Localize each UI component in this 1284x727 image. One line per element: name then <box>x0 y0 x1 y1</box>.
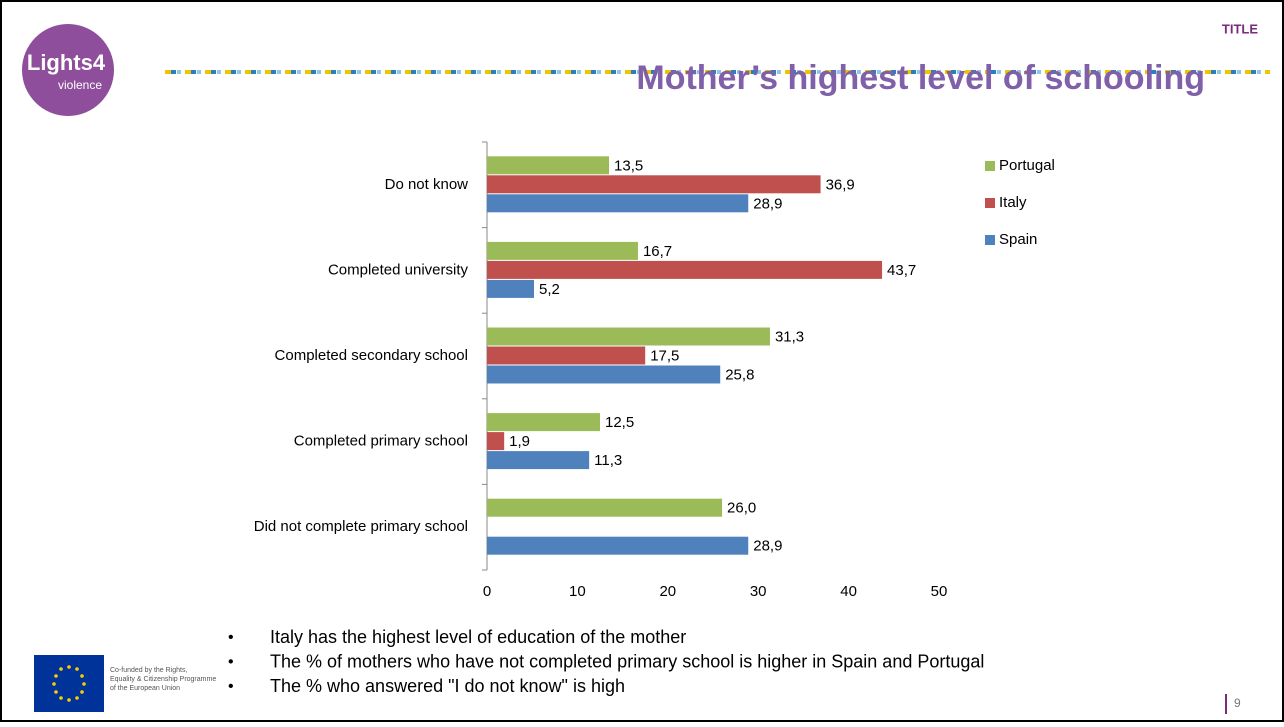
data-label: 26,0 <box>727 500 756 517</box>
bar <box>487 432 505 451</box>
data-label: 43,7 <box>887 262 916 279</box>
bar <box>487 279 535 298</box>
logo-text: Lights4 <box>27 50 106 75</box>
chart-title: Mother’s highest level of schooling <box>636 59 1205 97</box>
x-tick-label: 40 <box>840 583 857 600</box>
data-label: 12,5 <box>605 414 634 431</box>
bullet-dot: • <box>228 654 234 671</box>
x-tick-label: 10 <box>569 583 586 600</box>
x-tick-label: 50 <box>931 583 948 600</box>
eu-stars <box>52 665 86 702</box>
header-tag: TITLE <box>1222 21 1258 36</box>
data-label: 28,9 <box>753 195 782 212</box>
eu-flag <box>34 655 104 712</box>
bar <box>487 536 749 555</box>
y-tick-label: Did not complete primary school <box>254 518 468 535</box>
bar <box>487 327 770 346</box>
data-label: 25,8 <box>725 366 754 383</box>
bullet-text: Italy has the highest level of education… <box>270 627 686 647</box>
bullet-dot: • <box>228 629 234 646</box>
bar <box>487 413 600 432</box>
bullet-text: The % of mothers who have not completed … <box>270 651 984 671</box>
legend-label: Spain <box>999 231 1037 248</box>
data-label: 11,3 <box>594 452 622 469</box>
x-tick-label: 30 <box>750 583 767 600</box>
y-tick-label: Completed secondary school <box>275 347 468 364</box>
x-tick-label: 0 <box>483 583 491 600</box>
legend-label: Portugal <box>999 157 1055 174</box>
y-tick-label: Do not know <box>385 176 469 193</box>
bar <box>487 498 723 517</box>
data-label: 36,9 <box>826 176 855 193</box>
legend-swatch <box>985 161 995 171</box>
x-tick-label: 20 <box>659 583 676 600</box>
page-marker <box>1225 694 1227 714</box>
bar <box>487 175 821 194</box>
bar <box>487 156 610 175</box>
legend-swatch <box>985 235 995 245</box>
bar <box>487 194 749 213</box>
legend-swatch <box>985 198 995 208</box>
data-label: 5,2 <box>539 281 560 298</box>
data-label: 17,5 <box>650 347 679 364</box>
bar <box>487 346 646 365</box>
page-number: 9 <box>1234 696 1241 710</box>
data-label: 31,3 <box>775 328 804 345</box>
logo-subtext: violence <box>58 78 102 92</box>
data-label: 16,7 <box>643 243 672 260</box>
bar <box>487 365 721 384</box>
logo <box>22 24 114 116</box>
y-tick-label: Completed university <box>328 261 469 278</box>
data-label: 28,9 <box>753 538 782 555</box>
bar <box>487 451 590 470</box>
bullet-dot: • <box>228 678 234 695</box>
bar <box>487 260 883 279</box>
funding-text: Co-funded by the Rights, <box>110 667 187 674</box>
data-label: 1,9 <box>509 433 530 450</box>
legend-label: Italy <box>999 194 1027 211</box>
funding-text: Equality & Citizenship Programme <box>110 676 216 683</box>
funding-text: of the European Union <box>110 685 180 692</box>
bar <box>487 241 638 260</box>
y-tick-label: Completed primary school <box>294 433 468 450</box>
bullet-text: The % who answered "I do not know" is hi… <box>270 676 625 696</box>
data-label: 13,5 <box>614 157 643 174</box>
